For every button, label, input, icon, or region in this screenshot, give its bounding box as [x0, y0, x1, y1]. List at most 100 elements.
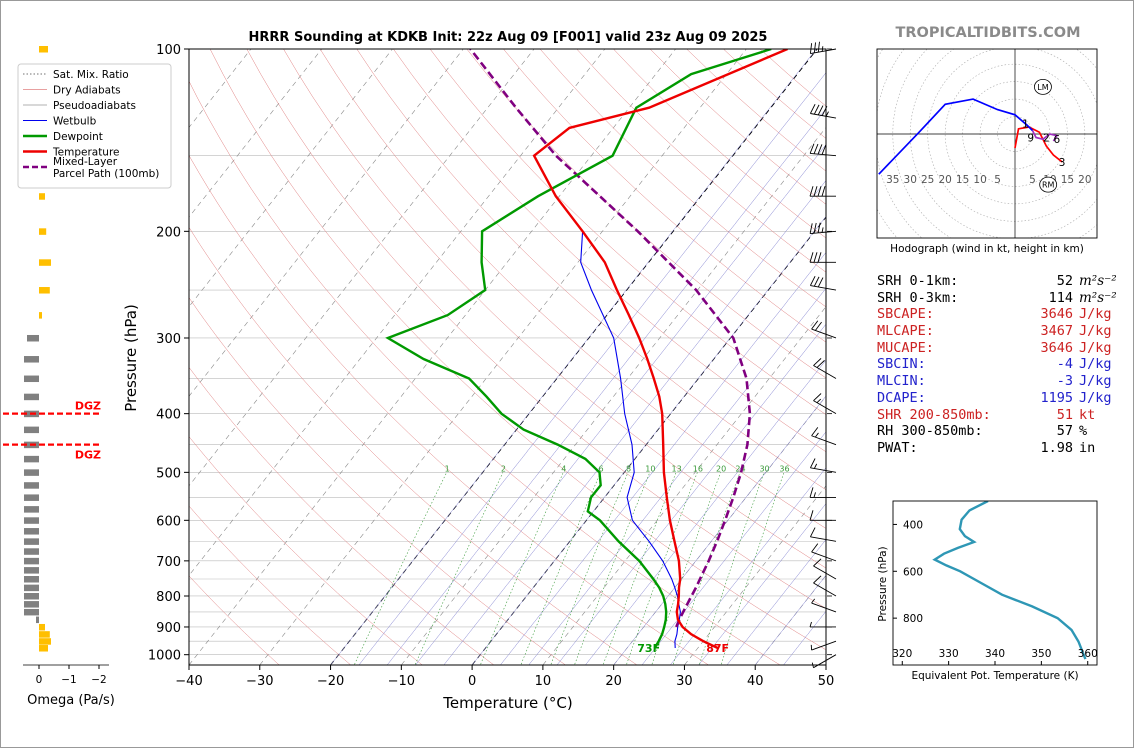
legend-label: Pseudoadiabats: [53, 100, 136, 112]
theta-e-y-axis-label: Pressure (hPa): [877, 546, 889, 621]
omega-bar: [39, 287, 50, 294]
wind-barb-flag: [822, 186, 825, 196]
wind-barb: [812, 427, 836, 444]
mixing-ratio-label: 1: [445, 464, 450, 473]
isotherm-line: [401, 49, 888, 665]
hodograph-height-label: 9: [1027, 132, 1034, 144]
skew-t-frame: [189, 49, 826, 665]
pseudoadiabat: [442, 49, 930, 668]
mixing-ratio-label: 10: [645, 464, 655, 473]
legend-label: Dry Adiabats: [53, 85, 121, 97]
parameter-label: SBCIN:: [877, 356, 1003, 373]
wind-barb: [813, 393, 836, 413]
y-tick-label: 500: [156, 466, 181, 481]
theta-e-x-tick-label: 350: [1031, 648, 1051, 660]
parameter-value: 3646: [1003, 306, 1073, 323]
hodograph-ring-label: 25: [921, 174, 934, 186]
omega-x-tick-label: 0: [36, 674, 43, 686]
omega-bar: [24, 427, 39, 434]
x-tick-label: 40: [747, 674, 764, 689]
parameter-label: PWAT:: [877, 440, 1003, 457]
hodograph-ring-label: 10: [973, 174, 986, 186]
brand-watermark: TROPICALTIDBITS.COM: [895, 25, 1080, 41]
parameter-value: 114: [1003, 290, 1073, 307]
parameter-label: SRH 0-1km:: [877, 273, 1003, 290]
hodograph-height-label: 3: [1059, 157, 1066, 169]
omega-bar: [24, 517, 39, 524]
theta-e-x-tick-label: 320: [892, 648, 912, 660]
wind-barb-flag: [810, 510, 813, 520]
wind-barb-staff: [812, 436, 836, 445]
chart-title: HRRR Sounding at KDKB Init: 22z Aug 09 […: [249, 30, 768, 45]
parameter-unit: m²s⁻²: [1073, 290, 1117, 306]
y-tick-label: 900: [156, 621, 181, 636]
hodograph-marker-label: RM: [1042, 181, 1055, 190]
hodograph-marker-label: LM: [1037, 83, 1048, 92]
wind-barb-half: [822, 227, 823, 232]
pseudoadiabat: [385, 49, 873, 668]
dgz-label-bottom: DGZ: [75, 449, 101, 462]
parameter-unit: in: [1073, 440, 1095, 456]
mixing-ratio-label: 8: [626, 464, 631, 473]
wind-barb-staff: [813, 366, 836, 379]
omega-bar: [24, 528, 39, 535]
hodograph-height-label: 1: [1022, 119, 1029, 131]
omega-bar: [36, 617, 39, 624]
dry-adiabat: [174, 49, 785, 668]
y-tick-label: 200: [156, 225, 181, 240]
omega-bar: [24, 469, 39, 476]
mixing-ratio-label: 36: [779, 464, 789, 473]
y-tick-label: 600: [156, 514, 181, 529]
parameter-unit: J/kg: [1073, 356, 1112, 372]
parameter-unit: m²s⁻²: [1073, 273, 1117, 289]
wind-barb-flag: [813, 559, 821, 566]
omega-bar: [39, 638, 51, 645]
mixing-ratio-line: [574, 472, 650, 667]
wind-barb-flag: [810, 104, 815, 113]
wind-barb-half: [812, 663, 813, 668]
wind-barb-half: [826, 112, 828, 117]
wind-barb: [812, 544, 836, 561]
y-tick-label: 400: [156, 408, 181, 423]
hodograph-ring-label: 5: [994, 174, 1001, 186]
parameter-value: -4: [1003, 356, 1073, 373]
hodograph-height-label: 6: [1054, 134, 1061, 146]
omega-bar: [24, 567, 39, 574]
surface-dewpoint-label: 73F: [637, 642, 660, 655]
wind-barb-flag: [814, 186, 817, 196]
mixing-ratio-label: 4: [561, 464, 566, 473]
x-tick-label: 0: [468, 674, 476, 689]
omega-bar: [39, 312, 42, 319]
x-tick-label: 20: [605, 674, 622, 689]
parameter-unit: %: [1073, 423, 1087, 439]
hodograph-ring-label: 5: [1029, 174, 1036, 186]
wind-barb: [810, 459, 836, 473]
legend-label: Parcel Path (100mb): [53, 168, 159, 180]
hodograph-ring-label: 30: [904, 174, 917, 186]
parameter-label: MUCAPE:: [877, 340, 1003, 357]
wind-barb-flag: [814, 42, 815, 52]
wind-barb-flag: [810, 487, 813, 497]
wind-barb-staff: [812, 552, 836, 561]
parameter-label: SRH 0-3km:: [877, 290, 1003, 307]
wind-barb: [810, 252, 836, 262]
wind-barb-half: [817, 399, 821, 403]
hodograph-ring-label: 35: [886, 174, 899, 186]
parameter-value: 51: [1003, 407, 1073, 424]
omega-bar: [39, 193, 45, 200]
wetbulb-line: [581, 231, 681, 648]
omega-axis-label: Omega (Pa/s): [27, 693, 115, 708]
wind-barb-flag: [818, 42, 819, 52]
parameter-unit: J/kg: [1073, 323, 1112, 339]
parameter-unit: J/kg: [1073, 373, 1112, 389]
omega-x-tick-label: −1: [61, 674, 76, 686]
mixing-ratio-label: 16: [693, 464, 703, 473]
parameter-label: SBCAPE:: [877, 306, 1003, 323]
hodograph-ring-label: 20: [938, 174, 951, 186]
